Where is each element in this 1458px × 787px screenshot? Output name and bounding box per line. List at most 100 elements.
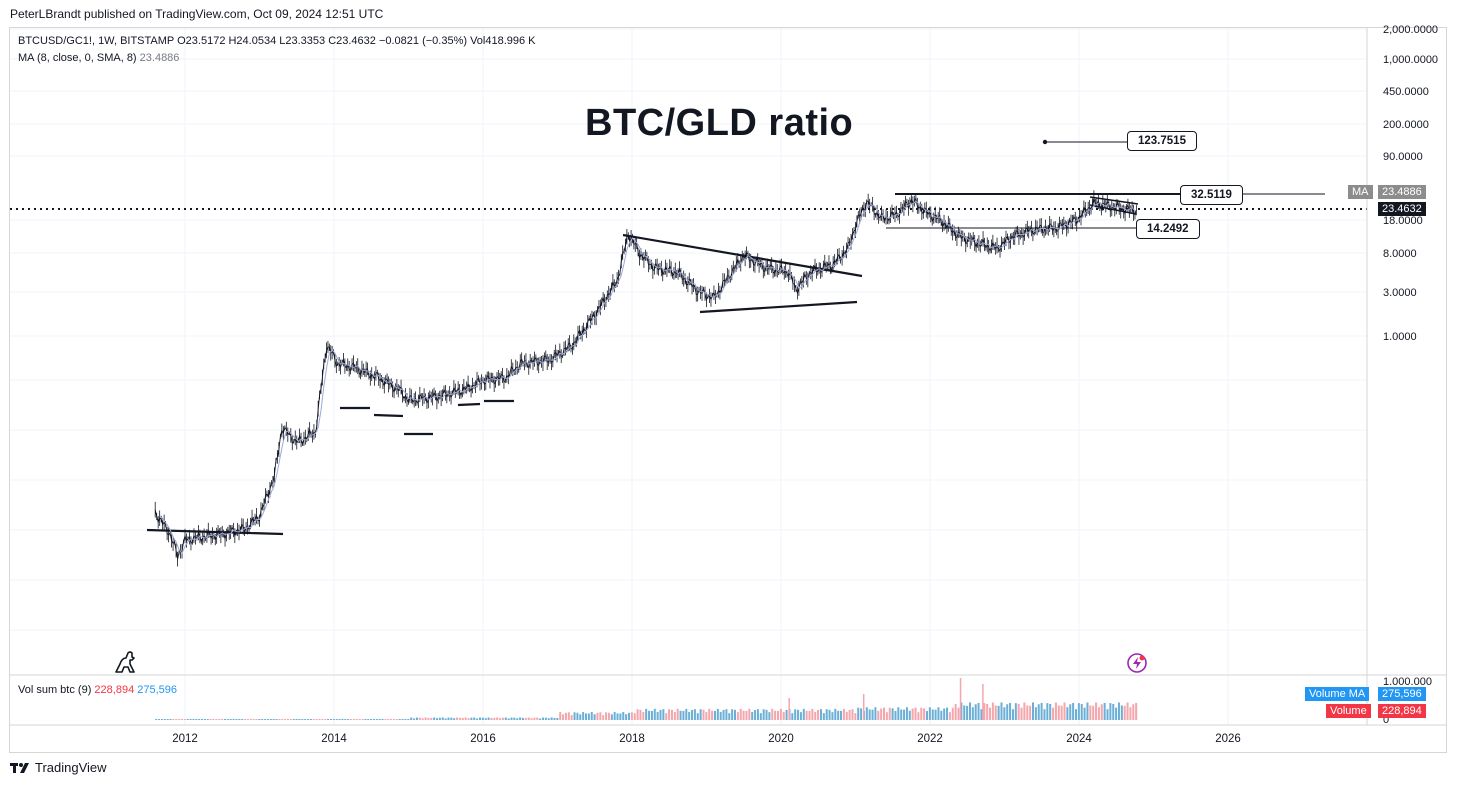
lightning-icon[interactable] [1126, 652, 1148, 674]
volume-bar [593, 714, 596, 720]
volume-bar [1046, 703, 1049, 720]
volume-bar [464, 717, 467, 720]
volume-bar [398, 719, 401, 720]
volume-bar [1017, 703, 1020, 720]
volume-bar [940, 710, 943, 720]
volume-bar [567, 712, 570, 720]
volume-bar [1066, 707, 1069, 720]
volume-tag-value: 228,894 [1378, 704, 1426, 718]
volume-bar [883, 707, 886, 720]
volume-bar [682, 710, 685, 720]
volume-bar [519, 717, 522, 720]
volume-bar [470, 717, 473, 720]
volume-bar [797, 709, 800, 720]
volume-bar [206, 719, 209, 720]
volume-bar [444, 718, 447, 720]
volume-bar [364, 719, 367, 720]
volume-bar [1006, 704, 1009, 720]
volume-bar [1014, 703, 1017, 720]
price-box-low[interactable]: 14.2492 [1136, 219, 1200, 239]
volume-spike [959, 678, 962, 720]
volume-bar [496, 717, 499, 720]
volume-bar [894, 711, 897, 720]
volume-bar [410, 717, 413, 720]
volume-bar [731, 709, 734, 720]
legend-vol-value1: 228,894 [94, 684, 135, 696]
volume-bar [1080, 703, 1083, 720]
volume-bar [1120, 705, 1123, 720]
dino-icon[interactable] [114, 650, 138, 674]
volume-bar [499, 718, 502, 720]
volume-bar [908, 710, 911, 720]
volume-bar [971, 707, 974, 720]
volume-bar [192, 719, 195, 720]
volume-bar [713, 710, 716, 720]
legend-volume: Vol sum btc (9) 228,894 275,596 [18, 684, 177, 696]
volume-bar [693, 709, 696, 720]
volume-bar [209, 719, 212, 720]
volume-bar [1060, 705, 1063, 720]
legend-symbol-line: BTCUSD/GC1!, 1W, BITSTAMP O23.5172 H24.0… [18, 35, 536, 47]
volume-bar [507, 718, 510, 720]
legend-ma-label: MA (8, close, 0, SMA, 8) [18, 52, 137, 64]
volume-bar [476, 718, 479, 720]
volume-bar [822, 713, 825, 720]
volume-bar [980, 709, 983, 720]
volume-bar [877, 710, 880, 720]
volume-bar [453, 718, 456, 720]
price-box-mid[interactable]: 32.5119 [1180, 185, 1243, 205]
volume-bar [1106, 709, 1109, 720]
volume-bar [478, 717, 481, 720]
volume-bar [968, 702, 971, 720]
volume-bar [728, 713, 731, 720]
volume-bar [1086, 702, 1089, 720]
volume-tick-label: 1.000.000 [1383, 676, 1432, 688]
volume-bar [573, 712, 576, 720]
volume-bar [960, 702, 963, 720]
volume-bar [779, 708, 782, 720]
volume-bar [229, 719, 232, 720]
volume-bar [413, 718, 416, 720]
volume-bar [903, 709, 906, 720]
volume-bar [636, 709, 639, 720]
volume-bar [172, 719, 175, 720]
trendline-2013-resistance [146, 528, 284, 536]
volume-bar [527, 717, 530, 720]
volume-bar [1112, 703, 1115, 720]
volume-bar [258, 719, 261, 720]
support-dash [457, 402, 481, 407]
volume-bar [610, 714, 613, 720]
volume-bar [725, 709, 728, 720]
x-tick-label: 2018 [619, 733, 645, 745]
y-tick-label: 200.0000 [1383, 119, 1429, 131]
volume-bar [1103, 702, 1106, 720]
volume-bar [544, 717, 547, 720]
volume-bar [1135, 702, 1138, 720]
volume-bar [1026, 705, 1029, 720]
volume-bar [831, 712, 834, 720]
footer-brand: TradingView [35, 760, 107, 775]
volume-bar [510, 717, 513, 720]
volume-bar [914, 707, 917, 720]
volume-bar [943, 708, 946, 720]
volume-bar [347, 719, 350, 720]
volume-bar [1083, 707, 1086, 720]
price-box-high[interactable]: 123.7515 [1127, 131, 1197, 151]
volume-bar [513, 717, 516, 720]
volume-bar [292, 719, 295, 720]
volume-bar [226, 719, 229, 720]
volume-bar [653, 708, 656, 720]
volume-bar [739, 708, 742, 720]
ma-tag-value: 23.4886 [1378, 185, 1426, 199]
volume-spike [862, 694, 865, 720]
volume-bar [1126, 702, 1129, 720]
volume-bar [676, 708, 679, 720]
y-tick-label: 2,000.0000 [1383, 24, 1438, 36]
volume-bar [352, 719, 355, 720]
volume-bar [994, 705, 997, 720]
volume-bar [264, 719, 267, 720]
volume-bar [774, 710, 777, 720]
volume-bar [203, 719, 206, 720]
volume-bar [771, 708, 774, 720]
